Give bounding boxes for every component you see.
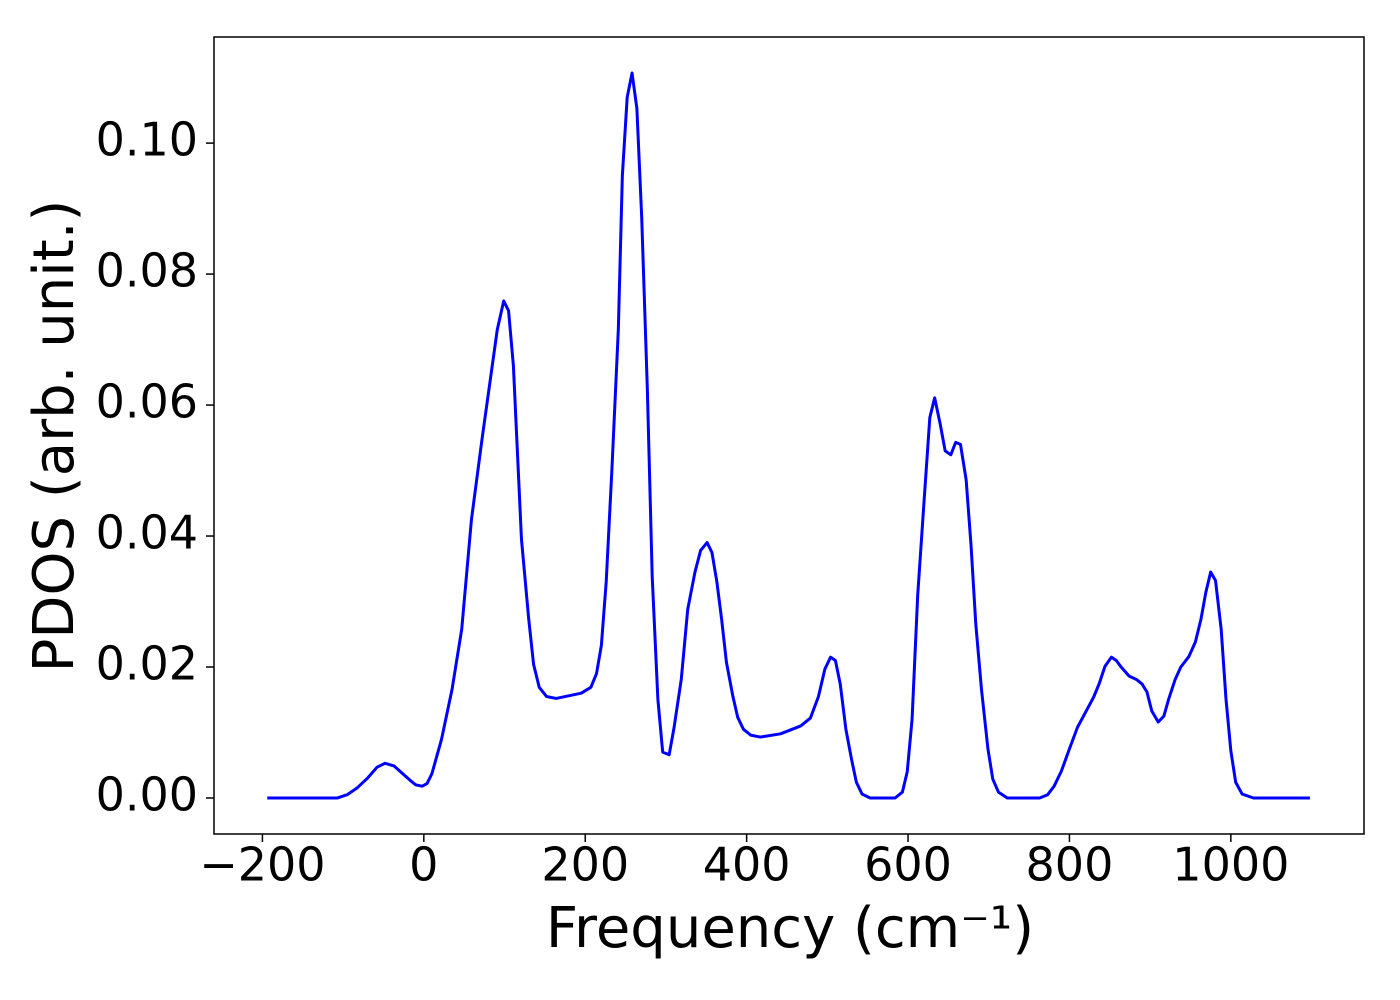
y-tick-label: 0.00: [96, 767, 198, 821]
x-tick-label: −200: [199, 838, 325, 892]
x-tick-label: 1000: [1172, 838, 1289, 892]
x-tick-label: 800: [1026, 838, 1114, 892]
y-tick-label: 0.02: [96, 637, 198, 691]
y-tick-label: 0.06: [96, 375, 198, 429]
x-tick-label: 400: [703, 838, 791, 892]
plot-frame: [213, 36, 1365, 835]
x-axis-label: Frequency (cm⁻¹): [546, 896, 1034, 961]
x-tick-label: 200: [541, 838, 629, 892]
y-axis-label: PDOS (arb. unit.): [22, 200, 87, 673]
y-tick-label: 0.04: [96, 506, 198, 560]
data-line: [267, 71, 1310, 800]
x-tick-label: 600: [864, 838, 952, 892]
x-tick-label: 0: [409, 838, 438, 892]
y-tick-label: 0.08: [96, 244, 198, 298]
y-tick-label: 0.10: [96, 113, 198, 167]
